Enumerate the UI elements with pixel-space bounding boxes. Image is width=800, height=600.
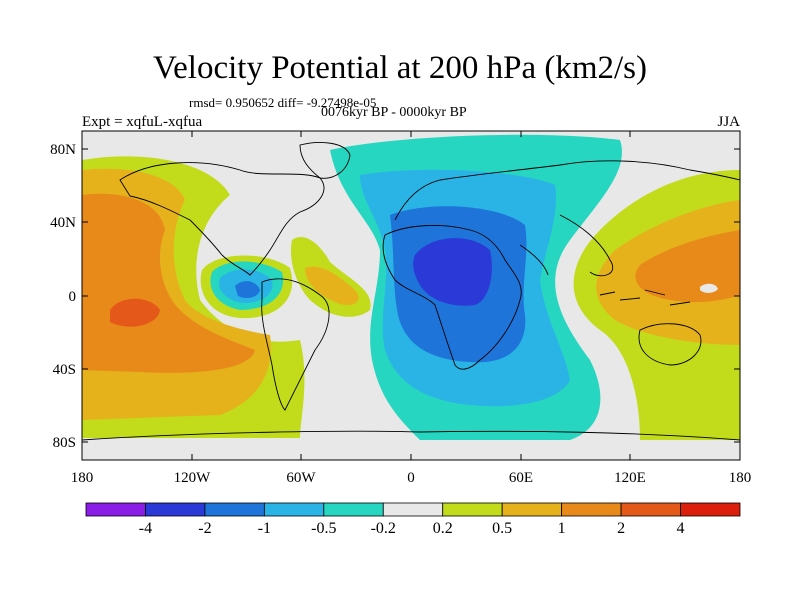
coastline-greenland (299, 142, 351, 179)
colorbar-swatch (501, 502, 563, 517)
colorbar-swatch (145, 502, 206, 517)
map-title: Velocity Potential at 200 hPa (km2/s) (152, 50, 648, 86)
colorbar-label: -1 (258, 520, 271, 537)
lon-tick-label: 60W (286, 470, 316, 486)
lon-tick-label: 120E (614, 470, 646, 486)
coastline-australia (638, 323, 702, 366)
coastlines (82, 142, 740, 441)
season-label: JJA (717, 114, 740, 130)
colorbar-label: -2 (198, 520, 211, 537)
lat-tick-label: 0 (69, 289, 77, 305)
coastline-north-america (119, 162, 325, 276)
time-period: 0076kyr BP - 0000kyr BP (321, 105, 467, 120)
lat-tick-label: 40N (50, 215, 76, 231)
contour-west-pacific-orange (82, 193, 255, 373)
colorbar-label: -4 (139, 520, 152, 537)
colorbar-swatch (442, 502, 503, 517)
colorbar-swatch (382, 502, 444, 517)
colorbar-swatch (561, 502, 622, 517)
coastline-eurasia (394, 160, 740, 277)
colorbar-label: 4 (677, 520, 685, 537)
experiment-label: Expt = xqfuL-xqfua (82, 114, 203, 130)
rmsd-diff-stats: rmsd= 0.950652 diff= -9.27498e-05 (189, 95, 377, 110)
contour-field (82, 131, 740, 460)
colorbar-label: 2 (617, 520, 625, 537)
colorbar-label: -0.5 (311, 520, 336, 537)
lat-tick-label: 80S (53, 435, 76, 451)
colorbar-swatch (323, 502, 384, 517)
colorbar: -4 -2 -1 -0.5 -0.2 0.2 0.5 1 2 4 (85, 502, 741, 537)
colorbar-swatch (620, 502, 681, 517)
lon-tick-label: 60E (509, 470, 533, 486)
contour-central-america-blue (235, 281, 260, 298)
coastline-south-america (261, 278, 330, 411)
lat-tick-label: 80N (50, 142, 76, 158)
colorbar-swatch (85, 502, 146, 517)
lat-tick-label: 40S (53, 362, 76, 378)
colorbar-label: 1 (558, 520, 566, 537)
colorbar-label: 0.2 (433, 520, 453, 537)
lon-tick-label: 120W (174, 470, 212, 486)
lon-tick-label: 180 (71, 470, 94, 486)
longitude-axis: 180 120W 60W 0 60E 120E 180 (71, 131, 752, 486)
colorbar-swatch (204, 502, 265, 517)
contour-atlantic-yellow (305, 266, 359, 306)
colorbar-label: -0.2 (371, 520, 396, 537)
coastline-antarctica (82, 430, 740, 441)
colorbar-swatch (680, 502, 741, 517)
latitude-axis: 80N 40N 0 40S 80S (50, 142, 740, 451)
contour-west-pacific-red (110, 298, 160, 327)
contour-east-pacific-orange (635, 230, 740, 303)
colorbar-label: 0.5 (492, 520, 512, 537)
contour-east-pacific-neutral-spot (700, 283, 718, 293)
colorbar-swatch (263, 502, 325, 517)
coastline-africa (382, 224, 522, 370)
lon-tick-label: 0 (407, 470, 415, 486)
lon-tick-label: 180 (729, 470, 752, 486)
contour-africa-darkblue (413, 238, 492, 306)
coastline-indonesia (599, 289, 691, 306)
